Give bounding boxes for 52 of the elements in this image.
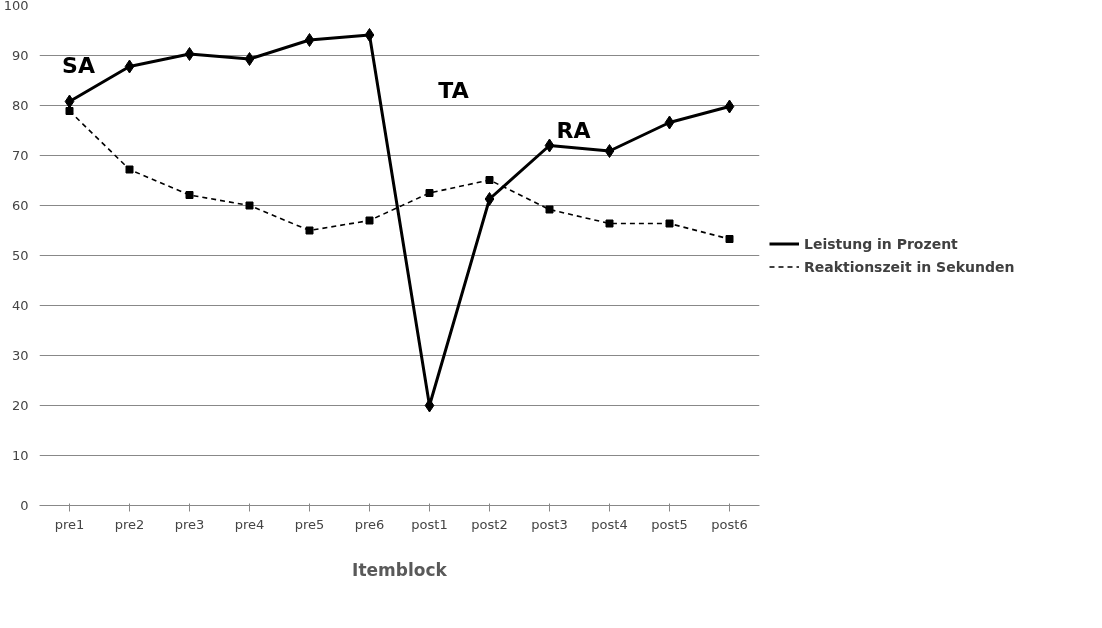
legend-label: Reaktionszeit in Sekunden: [804, 258, 1015, 275]
x-tick-label: pre6: [354, 516, 385, 532]
y-tick-label: 80: [11, 98, 29, 113]
x-tick-label: pre2: [114, 516, 145, 532]
x-tick-label: post1: [411, 516, 448, 532]
x-tick-label: post4: [591, 516, 628, 532]
y-tick-label: 100: [3, 0, 29, 13]
point: [545, 205, 554, 214]
point: [65, 107, 74, 115]
x-axis-title: Itemblock: [352, 559, 448, 580]
x-tick-label: post5: [651, 516, 688, 532]
point: [304, 33, 315, 47]
y-tick-label: 0: [20, 498, 29, 513]
point: [605, 219, 614, 228]
x-tick-label: post2: [471, 516, 508, 532]
x-tick-label: pre5: [294, 516, 325, 532]
point: [664, 115, 675, 130]
annotation: RA: [556, 118, 591, 143]
annotation: TA: [438, 78, 469, 103]
y-tick-label: 20: [11, 398, 29, 413]
point: [604, 144, 615, 158]
point: [305, 226, 314, 235]
point: [244, 52, 255, 66]
point: [364, 28, 375, 42]
point: [544, 138, 555, 153]
y-tick-label: 30: [11, 348, 29, 363]
legend-label: Leistung in Prozent: [804, 235, 958, 252]
y-tick-label: 70: [11, 148, 29, 163]
y-tick-label: 40: [11, 298, 29, 313]
y-tick-label: 50: [11, 248, 29, 263]
point: [725, 235, 734, 243]
point: [724, 99, 735, 114]
point: [485, 176, 494, 184]
y-tick-label: 60: [11, 198, 29, 213]
x-tick-label: pre1: [54, 516, 85, 532]
point: [125, 165, 134, 174]
point: [365, 216, 374, 225]
y-tick-label: 90: [11, 48, 29, 63]
point: [64, 94, 75, 109]
point: [425, 189, 434, 197]
x-tick-label: pre4: [234, 516, 265, 532]
point: [124, 59, 135, 74]
point: [665, 219, 674, 228]
x-tick-label: post3: [531, 516, 568, 532]
point: [245, 201, 254, 210]
y-tick-label: 10: [11, 448, 29, 463]
x-tick-label: post6: [711, 516, 748, 532]
point: [484, 192, 495, 206]
annotation: SA: [62, 53, 95, 78]
point: [185, 191, 194, 199]
x-tick-label: pre3: [174, 516, 205, 532]
point: [184, 47, 195, 61]
